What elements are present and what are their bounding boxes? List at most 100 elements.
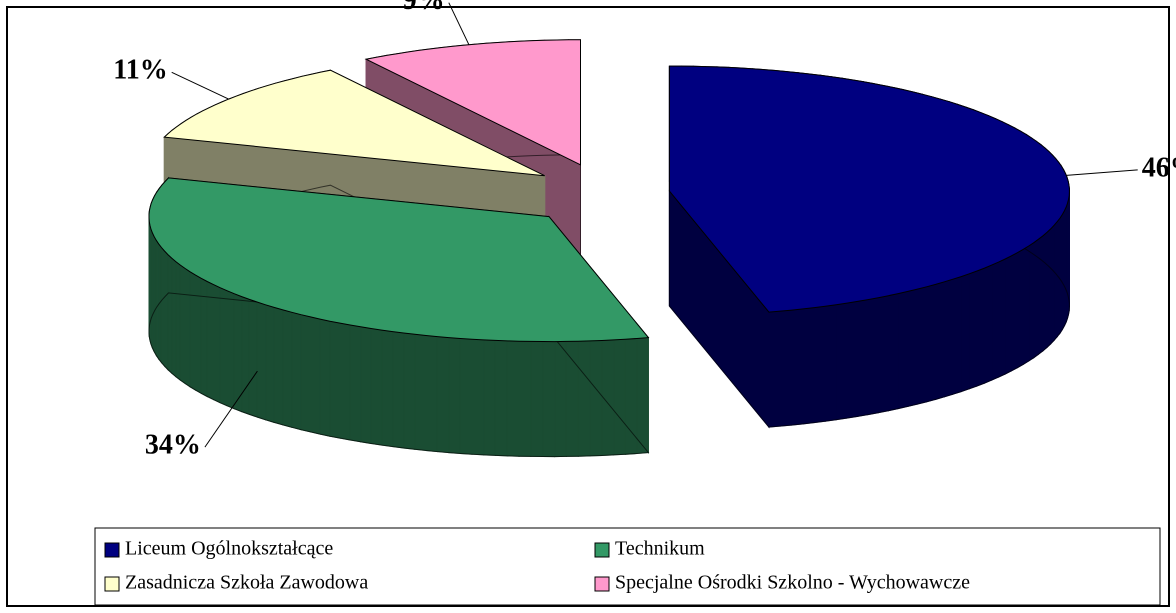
slice-side xyxy=(494,339,508,457)
slice-side xyxy=(195,274,202,395)
slice-side xyxy=(835,302,848,421)
slice-side xyxy=(779,309,793,427)
leader-line xyxy=(1066,169,1138,176)
slice-side xyxy=(233,292,243,413)
slice-side xyxy=(877,295,889,414)
slice-side xyxy=(824,304,837,422)
slice-side xyxy=(542,340,556,458)
slice-side xyxy=(392,331,405,449)
slice-side xyxy=(248,298,258,418)
slice-side xyxy=(636,337,649,455)
slice-side xyxy=(184,267,191,388)
slice-side xyxy=(1038,234,1044,356)
slice-side xyxy=(291,311,302,431)
slice-side xyxy=(1042,231,1048,352)
slice-side xyxy=(360,326,372,445)
leader-line xyxy=(448,2,470,45)
slice-side xyxy=(991,261,1000,381)
slice-side xyxy=(226,289,235,410)
legend-box xyxy=(94,527,1161,606)
slice-side xyxy=(935,281,945,401)
pie-slice xyxy=(668,65,1070,429)
slice-side xyxy=(219,286,228,407)
slice-side xyxy=(530,340,544,458)
slice-side xyxy=(813,305,826,424)
slice-side xyxy=(887,292,899,412)
slice-side xyxy=(613,338,626,456)
slice-side xyxy=(179,264,186,385)
slice-side xyxy=(414,333,427,452)
slice-side xyxy=(381,329,394,448)
plot-area: 46% 34% 11% 9% xyxy=(113,0,1176,461)
slice-side xyxy=(167,253,173,375)
slice-side xyxy=(867,297,879,416)
slice-side xyxy=(846,300,859,419)
leader-line xyxy=(204,370,258,448)
slice-side xyxy=(589,339,603,457)
slice-side xyxy=(984,264,993,384)
pie-slice xyxy=(148,176,650,458)
slice-side xyxy=(436,336,450,454)
slice-side xyxy=(213,283,221,404)
slice-side xyxy=(768,310,781,428)
data-label: 11% xyxy=(113,55,167,86)
slice-side xyxy=(459,337,473,455)
slice-side xyxy=(960,273,970,393)
slice-side xyxy=(310,316,321,435)
slice-side xyxy=(518,340,532,457)
slice-side xyxy=(206,280,214,401)
slice-side xyxy=(897,290,909,410)
slice-side xyxy=(1046,227,1052,349)
slice-side xyxy=(968,270,978,390)
legend-swatch xyxy=(104,576,120,592)
slice-side xyxy=(370,327,383,446)
legend: Liceum Ogólnokształcące Technikum Zasadnic… xyxy=(104,538,970,594)
slice-side xyxy=(577,340,591,457)
slice-side xyxy=(1017,248,1024,369)
slice-side xyxy=(319,318,331,437)
slice-side xyxy=(189,270,196,391)
slice-side xyxy=(976,267,985,387)
data-label: 46% xyxy=(1142,152,1176,183)
slice-side xyxy=(241,295,250,416)
slice-side xyxy=(907,288,918,408)
slice-side xyxy=(329,320,341,439)
leader-line xyxy=(171,71,229,100)
slice-side xyxy=(506,340,520,457)
legend-swatch xyxy=(594,542,610,558)
slice-side xyxy=(1022,245,1030,366)
legend-swatch xyxy=(594,576,610,592)
slice-side xyxy=(1011,251,1019,372)
legend-label: Liceum Ogólnokształcące xyxy=(125,538,333,560)
slice-side xyxy=(425,334,438,453)
slice-side xyxy=(339,322,351,441)
slice-top xyxy=(148,177,650,343)
slice-side xyxy=(483,339,496,456)
slice-side xyxy=(448,337,461,455)
slice-side xyxy=(998,258,1006,378)
slice-side xyxy=(791,308,804,426)
slice-side xyxy=(1004,254,1012,375)
slice-side xyxy=(403,332,416,450)
slice-side xyxy=(175,260,181,382)
slice-side xyxy=(857,299,869,417)
slice-side xyxy=(164,249,169,371)
slice-side xyxy=(926,283,937,403)
slice-side xyxy=(265,304,275,424)
slice-side xyxy=(256,301,267,421)
slice-side xyxy=(1050,223,1055,346)
slice-side xyxy=(1028,241,1035,362)
slice-side-edge xyxy=(148,292,650,458)
slice-side xyxy=(282,309,293,428)
slice-side xyxy=(471,338,485,456)
slice-side xyxy=(943,278,954,398)
legend-label: Zasadnicza Szkoła Zawodowa xyxy=(125,572,368,594)
slice-side xyxy=(171,257,177,378)
legend-swatch xyxy=(104,542,120,558)
data-label: 34% xyxy=(145,430,201,461)
legend-label: Specjalne Ośrodki Szkolno - Wychowawcze xyxy=(615,572,970,594)
data-label: 9% xyxy=(403,0,445,16)
slice-side xyxy=(273,306,284,426)
slice-side xyxy=(554,340,567,458)
